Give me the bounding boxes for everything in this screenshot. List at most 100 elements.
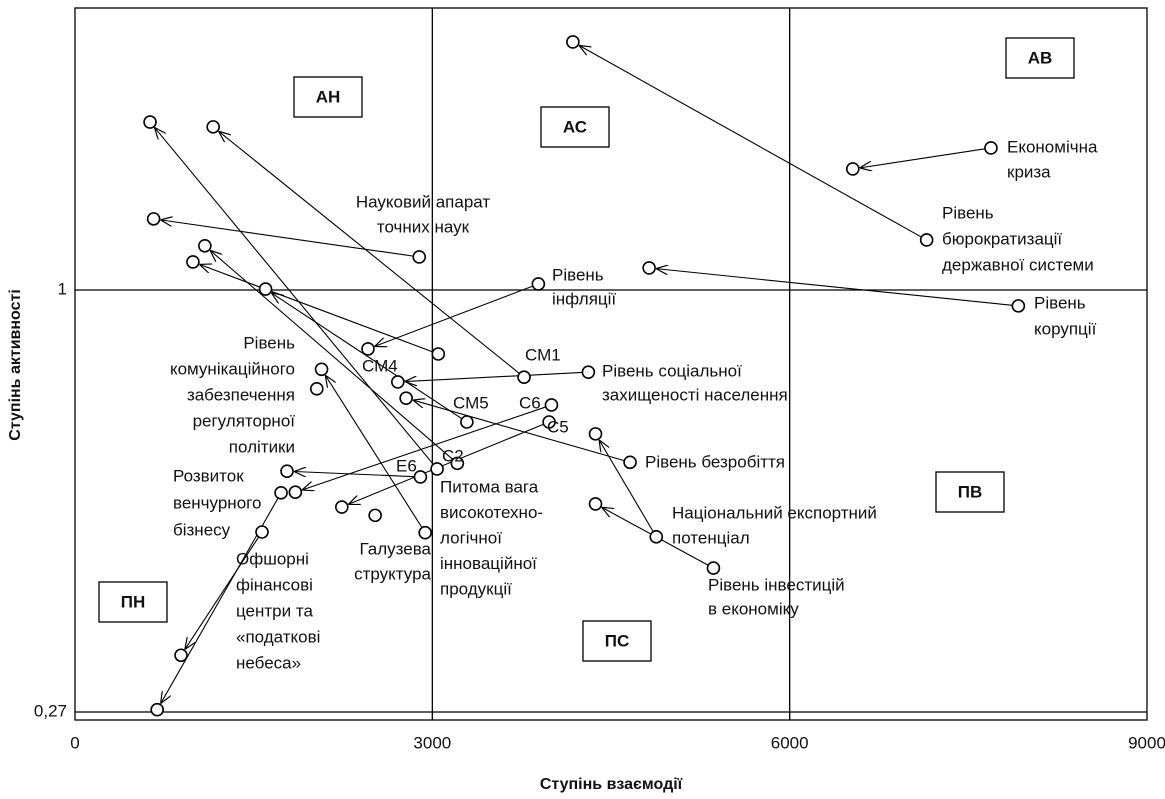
point bbox=[431, 347, 446, 361]
point bbox=[255, 525, 269, 539]
annotation: фінансові bbox=[236, 575, 313, 594]
point bbox=[198, 239, 212, 253]
point bbox=[517, 370, 531, 385]
x-tick-label: 6000 bbox=[771, 733, 809, 752]
arrow bbox=[294, 471, 415, 478]
annotation: Рівень bbox=[243, 333, 295, 352]
point bbox=[649, 530, 664, 544]
arrow bbox=[155, 127, 434, 465]
plot-frame bbox=[74, 7, 1148, 721]
annotation: корупції bbox=[1034, 319, 1097, 338]
annotation: Рівень інвестицій bbox=[708, 575, 845, 594]
annotation: регуляторної bbox=[193, 411, 296, 430]
arrow bbox=[579, 45, 922, 238]
point bbox=[335, 500, 349, 514]
annotation: Рівень соціальної bbox=[602, 361, 742, 380]
point bbox=[460, 415, 474, 429]
x-axis-title: Ступінь взаємодії bbox=[540, 776, 683, 793]
annotation: Рівень bbox=[552, 265, 604, 284]
quadrant-box bbox=[540, 106, 610, 148]
annotation: в економіку bbox=[708, 599, 799, 618]
y-tick-label: 1 bbox=[58, 280, 67, 299]
annotation: державної системи bbox=[942, 255, 1094, 274]
annotation: інфляції bbox=[552, 289, 616, 308]
arrow bbox=[656, 269, 1013, 306]
point bbox=[206, 120, 220, 134]
quadrant-box bbox=[935, 471, 1005, 513]
point bbox=[542, 415, 556, 429]
point bbox=[399, 391, 413, 405]
point bbox=[581, 365, 596, 379]
point bbox=[390, 375, 405, 389]
arrow bbox=[271, 293, 463, 420]
point bbox=[566, 35, 580, 49]
arrow bbox=[860, 148, 986, 168]
annotation: точних наук bbox=[377, 217, 470, 236]
point bbox=[258, 282, 273, 296]
point bbox=[1011, 299, 1026, 313]
arrow bbox=[161, 220, 414, 257]
point bbox=[288, 485, 303, 500]
arrow bbox=[185, 536, 260, 649]
x-tick-label: 9000 bbox=[1128, 733, 1165, 752]
annotation: криза bbox=[1007, 162, 1051, 181]
point bbox=[418, 525, 432, 540]
annotation: політики bbox=[229, 437, 295, 456]
arrow bbox=[599, 440, 654, 532]
point bbox=[919, 233, 934, 247]
annotation: структура bbox=[354, 564, 431, 583]
annotation: СМ5 bbox=[453, 393, 489, 412]
point bbox=[413, 470, 428, 484]
x-tick-label: 3000 bbox=[413, 733, 451, 752]
point bbox=[984, 141, 998, 155]
point bbox=[588, 427, 603, 441]
quadrant-label: АВ bbox=[1028, 48, 1053, 67]
quadrant-box bbox=[293, 76, 363, 118]
point bbox=[361, 342, 375, 356]
point bbox=[274, 486, 288, 500]
point bbox=[642, 261, 656, 275]
annotation: СМ1 bbox=[525, 345, 561, 364]
annotation: Рівень безробіття bbox=[645, 452, 785, 471]
point bbox=[143, 115, 157, 129]
annotation: Питома вага bbox=[440, 477, 539, 496]
annotation: інноваційної bbox=[440, 554, 537, 573]
annotation: комунікаційного bbox=[170, 359, 295, 378]
arrow bbox=[199, 264, 433, 353]
quadrant-label: ПВ bbox=[958, 482, 983, 501]
point bbox=[588, 497, 603, 511]
annotation: бізнесу bbox=[173, 520, 231, 539]
annotation: Рівень bbox=[942, 203, 994, 222]
quadrant-box bbox=[582, 620, 652, 662]
annotation: захищеності населення bbox=[602, 385, 788, 404]
arrow bbox=[405, 371, 583, 381]
y-axis-title: Ступінь активності bbox=[7, 289, 24, 441]
point bbox=[186, 255, 200, 269]
y-tick-label: 0,27 bbox=[34, 702, 67, 721]
annotation: забезпечення bbox=[187, 385, 295, 404]
point bbox=[531, 277, 546, 291]
annotation: С2 bbox=[442, 446, 464, 465]
annotation: Рівень bbox=[1034, 293, 1086, 312]
arrow bbox=[348, 423, 544, 504]
annotation: «податкові bbox=[236, 627, 320, 646]
annotation: С6 bbox=[519, 393, 541, 412]
point bbox=[706, 561, 721, 575]
point bbox=[309, 382, 324, 396]
annotation: СМ4 bbox=[362, 356, 398, 375]
point bbox=[280, 464, 294, 478]
quadrant-box bbox=[1005, 37, 1075, 79]
annotation: бюрократизації bbox=[942, 229, 1062, 248]
arrow bbox=[325, 375, 423, 528]
point bbox=[146, 212, 161, 226]
point bbox=[544, 398, 559, 412]
point bbox=[412, 250, 427, 264]
annotation: Національний експортний bbox=[672, 503, 877, 522]
point bbox=[150, 702, 164, 717]
annotation: продукції bbox=[440, 579, 512, 598]
annotation: потенціал bbox=[672, 528, 750, 547]
annotation: Науковий апарат bbox=[356, 192, 491, 211]
quadrant-label: АН bbox=[316, 87, 341, 106]
annotation: Офшорні bbox=[236, 549, 309, 568]
annotation: Е6 bbox=[396, 456, 417, 475]
